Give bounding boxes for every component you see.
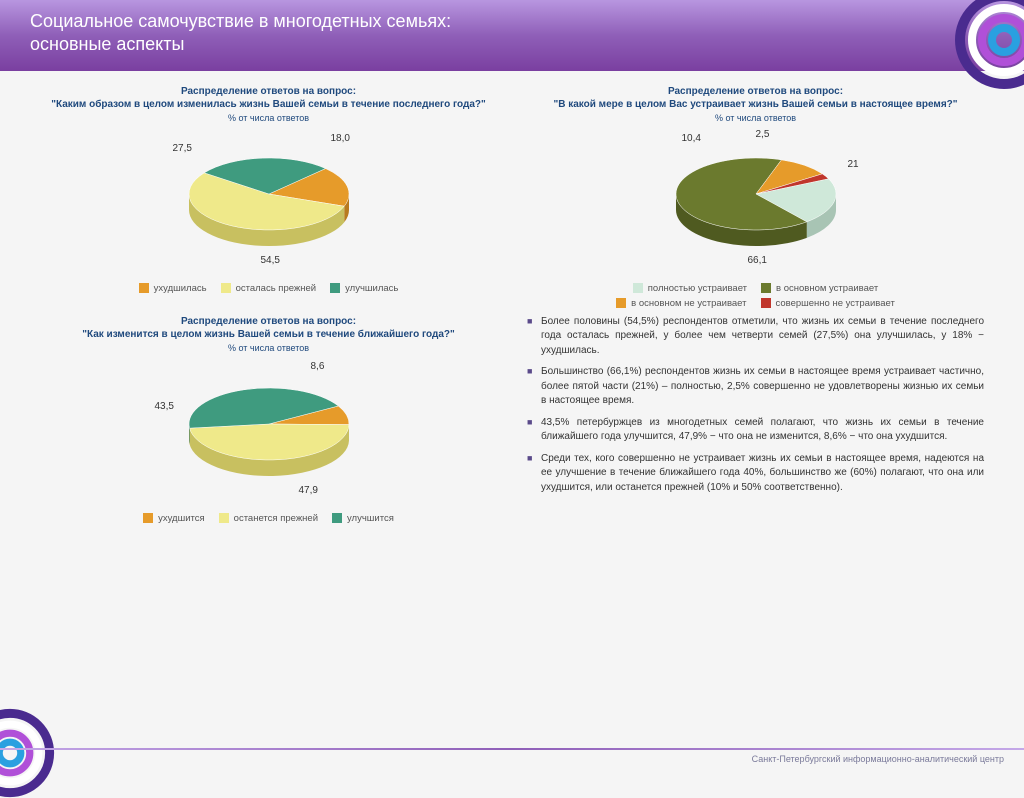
legend-label: останется прежней: [234, 513, 318, 524]
chart-b-pie: 21 66,1 10,4 2,5: [596, 129, 916, 279]
pie-slice-label: 10,4: [682, 133, 701, 144]
legend-swatch: [219, 513, 229, 523]
bullet-item: Более половины (54,5%) респондентов отме…: [527, 315, 984, 359]
legend-label: полностью устраивает: [648, 283, 747, 294]
chart-c-subtitle: % от числа ответов: [40, 343, 497, 353]
chart-b-subtitle: % от числа ответов: [527, 113, 984, 123]
chart-c-pie: 8,6 47,9 43,5: [109, 359, 429, 509]
legend-item: останется прежней: [219, 513, 318, 524]
rings-icon: [954, 0, 1024, 90]
chart-a-subtitle: % от числа ответов: [40, 113, 497, 123]
legend-swatch: [143, 513, 153, 523]
rings-icon-bl: [0, 708, 55, 798]
legend-item: улучшится: [332, 513, 394, 524]
charts-grid: Распределение ответов на вопрос: "Каким …: [0, 71, 1024, 315]
legend-swatch: [633, 283, 643, 293]
legend-swatch: [761, 298, 771, 308]
slide-header: Социальное самочувствие в многодетных се…: [0, 0, 1024, 71]
legend-swatch: [330, 283, 340, 293]
chart-c-title: Распределение ответов на вопрос: "Как из…: [40, 315, 497, 341]
chart-c: Распределение ответов на вопрос: "Как из…: [40, 315, 497, 524]
legend-item: совершенно не устраивает: [761, 298, 895, 309]
legend-label: совершенно не устраивает: [776, 298, 895, 309]
legend-swatch: [761, 283, 771, 293]
lower-section: Распределение ответов на вопрос: "Как из…: [0, 315, 1024, 534]
legend-item: в основном не устраивает: [616, 298, 746, 309]
chart-a-legend: ухудшилась осталась прежней улучшилась: [40, 283, 497, 294]
legend-label: осталась прежней: [236, 283, 317, 294]
pie-slice-label: 18,0: [331, 133, 350, 144]
bullets: Более половины (54,5%) респондентов отме…: [527, 315, 984, 503]
legend-label: улучшится: [347, 513, 394, 524]
pie-slice-label: 47,9: [299, 485, 318, 496]
legend-item: ухудшилась: [139, 283, 207, 294]
legend-item: ухудшится: [143, 513, 205, 524]
legend-item: улучшилась: [330, 283, 398, 294]
chart-a: Распределение ответов на вопрос: "Каким …: [40, 85, 497, 309]
pie-slice-label: 21: [848, 159, 859, 170]
footer-divider: [0, 748, 1024, 750]
legend-item: полностью устраивает: [633, 283, 747, 294]
legend-item: в основном устраивает: [761, 283, 878, 294]
footer-text: Санкт-Петербургский информационно-аналит…: [752, 754, 1004, 764]
chart-b: Распределение ответов на вопрос: "В како…: [527, 85, 984, 309]
legend-label: в основном устраивает: [776, 283, 878, 294]
legend-swatch: [221, 283, 231, 293]
pie-slice-label: 27,5: [173, 143, 192, 154]
pie-slice-label: 43,5: [155, 401, 174, 412]
legend-label: улучшилась: [345, 283, 398, 294]
title-line-1: Социальное самочувствие в многодетных се…: [30, 11, 451, 31]
slide-title: Социальное самочувствие в многодетных се…: [30, 10, 994, 57]
bullet-item: 43,5% петербуржцев из многодетных семей …: [527, 416, 984, 445]
bullet-item: Большинство (66,1%) респондентов жизнь и…: [527, 365, 984, 409]
chart-a-title: Распределение ответов на вопрос: "Каким …: [40, 85, 497, 111]
chart-b-legend: полностью устраивает в основном устраивае…: [606, 283, 906, 309]
chart-b-title: Распределение ответов на вопрос: "В како…: [527, 85, 984, 111]
legend-swatch: [332, 513, 342, 523]
legend-label: ухудшится: [158, 513, 205, 524]
legend-label: ухудшилась: [154, 283, 207, 294]
chart-c-legend: ухудшится останется прежней улучшится: [40, 513, 497, 524]
pie-slice-label: 54,5: [261, 255, 280, 266]
pie-slice-label: 8,6: [311, 361, 325, 372]
pie-slice-label: 66,1: [748, 255, 767, 266]
bullet-item: Среди тех, кого совершенно не устраивает…: [527, 452, 984, 496]
legend-swatch: [139, 283, 149, 293]
legend-swatch: [616, 298, 626, 308]
chart-a-pie: 18,0 54,5 27,5: [109, 129, 429, 279]
legend-label: в основном не устраивает: [631, 298, 746, 309]
title-line-2: основные аспекты: [30, 34, 184, 54]
legend-item: осталась прежней: [221, 283, 317, 294]
pie-slice-label: 2,5: [756, 129, 770, 140]
